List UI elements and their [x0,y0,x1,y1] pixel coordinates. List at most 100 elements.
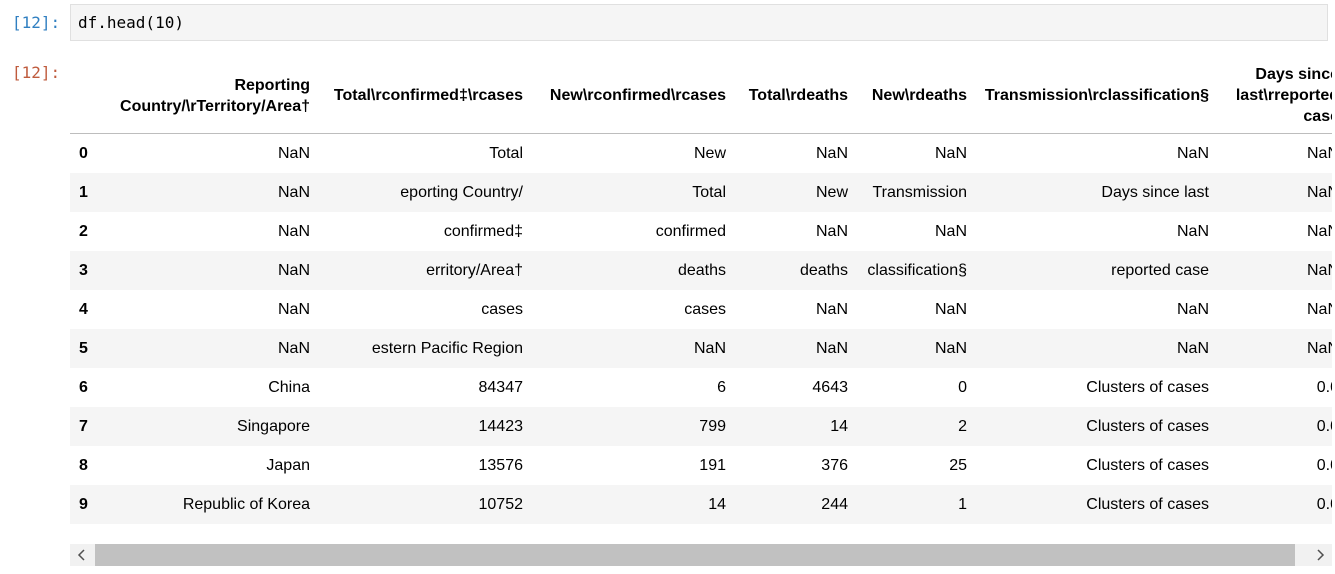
table-cell: 1 [958,495,967,513]
table-cell: 191 [699,456,726,474]
table-cell: 25 [949,456,967,474]
table-cell: NaN [1176,339,1209,357]
table-cell: deaths [677,261,726,279]
table-cell: NaN [1306,183,1332,201]
scroll-left-arrow[interactable] [77,549,85,561]
row-index: 6 [79,378,88,396]
table-cell: cases [481,300,523,318]
table-cell: NaN [1176,300,1209,318]
scroll-thumb[interactable] [95,544,1295,566]
table-cell: reported case [1111,261,1209,279]
dataframe: Reporting Country/\rTerritory/Area† Total… [70,58,1332,524]
table-cell: confirmed [655,222,726,240]
column-header: Total\rdeaths [732,58,854,134]
table-cell: NaN [1306,339,1332,357]
table-cell: 244 [821,495,848,513]
row-index: 7 [79,417,88,435]
table-row: 0 NaN Total New NaN NaN NaN NaN [70,134,1332,174]
table-cell: NaN [934,300,967,318]
row-index: 2 [79,222,88,240]
table-cell: 4643 [812,378,848,396]
table-cell: NaN [815,222,848,240]
table-row: 8 Japan 13576 191 376 25 Clusters of cases 0.0 [70,446,1332,485]
row-index: 4 [79,300,88,318]
table-body: 0 NaN Total New NaN NaN NaN NaN 1 NaN eporting Cou… [70,134,1332,524]
table-cell: 2 [958,417,967,435]
output-area: Reporting Country/\rTerritory/Area† Total… [70,58,1332,528]
table-cell: NaN [934,144,967,162]
table-cell: cases [684,300,726,318]
table-cell: NaN [1176,222,1209,240]
horizontal-scrollbar[interactable] [70,544,1332,566]
table-cell: 0 [958,378,967,396]
table-cell: Clusters of cases [1086,417,1209,435]
table-cell: erritory/Area† [426,261,523,279]
table-cell: NaN [277,222,310,240]
table-cell: 14423 [478,417,524,435]
input-prompt: [12]: [12,13,61,32]
table-cell: 6 [717,378,726,396]
table-cell: NaN [815,144,848,162]
table-cell: 799 [699,417,726,435]
row-index: 3 [79,261,88,279]
table-cell: Total [489,144,523,162]
table-cell: Days since last [1101,183,1209,201]
table-cell: NaN [277,339,310,357]
table-cell: 0.0 [1316,417,1332,435]
scroll-right-arrow[interactable] [1317,549,1325,561]
table-cell: NaN [277,144,310,162]
table-cell: Clusters of cases [1086,456,1209,474]
table-cell: deaths [799,261,848,279]
code: df.head(10) [78,13,184,32]
table-cell: 14 [830,417,848,435]
code-cell[interactable]: df.head(10) [70,4,1328,41]
table-cell: New [693,144,726,162]
row-index: 8 [79,456,88,474]
column-header: Total\rconfirmed‡\rcases [316,58,529,134]
table-cell: estern Pacific Region [371,339,523,357]
table-cell: 0.0 [1316,456,1332,474]
table-row: 7 Singapore 14423 799 14 2 Clusters of cases 0.… [70,407,1332,446]
table-cell: 10752 [478,495,524,513]
table-cell: Clusters of cases [1086,495,1209,513]
column-header: Transmission\rclassification§ [973,58,1215,134]
table-cell: classification§ [867,261,967,279]
column-header: Reporting Country/\rTerritory/Area† [100,58,316,134]
table-cell: Japan [266,456,310,474]
table-cell: NaN [277,261,310,279]
table-cell: China [268,378,310,396]
table-row: 5 NaN estern Pacific Region NaN NaN NaN NaN NaN [70,329,1332,368]
table-row: 6 China 84347 6 4643 0 Clusters of cases 0.0 [70,368,1332,407]
column-header: New\rdeaths [854,58,973,134]
table-cell: NaN [815,339,848,357]
row-index: 0 [79,144,88,162]
column-header [70,58,100,134]
row-index: 5 [79,339,88,357]
output-prompt: [12]: [12,63,61,82]
table-cell: NaN [277,183,310,201]
table-cell: 0.0 [1316,495,1332,513]
table-row: 3 NaN erritory/Area† deaths deaths classifica… [70,251,1332,290]
table-row: 2 NaN confirmed‡ confirmed NaN NaN NaN NaN [70,212,1332,251]
table-cell: Transmission [872,183,967,201]
header-row: Reporting Country/\rTerritory/Area† Total… [70,58,1332,134]
table-cell: eporting Country/ [400,183,523,201]
table-cell: NaN [934,222,967,240]
table-cell: Clusters of cases [1086,378,1209,396]
column-header: Days since last\rreported case [1215,58,1332,134]
column-header: New\rconfirmed\rcases [529,58,732,134]
table-cell: NaN [934,339,967,357]
table-cell: NaN [1306,144,1332,162]
table-cell: Singapore [237,417,310,435]
table-cell: NaN [1306,261,1332,279]
table-cell: NaN [693,339,726,357]
table-cell: 14 [708,495,726,513]
row-index: 9 [79,495,88,513]
table-cell: NaN [1306,300,1332,318]
table-cell: NaN [277,300,310,318]
table-cell: confirmed‡ [443,222,523,240]
table-cell: New [815,183,848,201]
table-cell: 0.0 [1316,378,1332,396]
row-index: 1 [79,183,88,201]
